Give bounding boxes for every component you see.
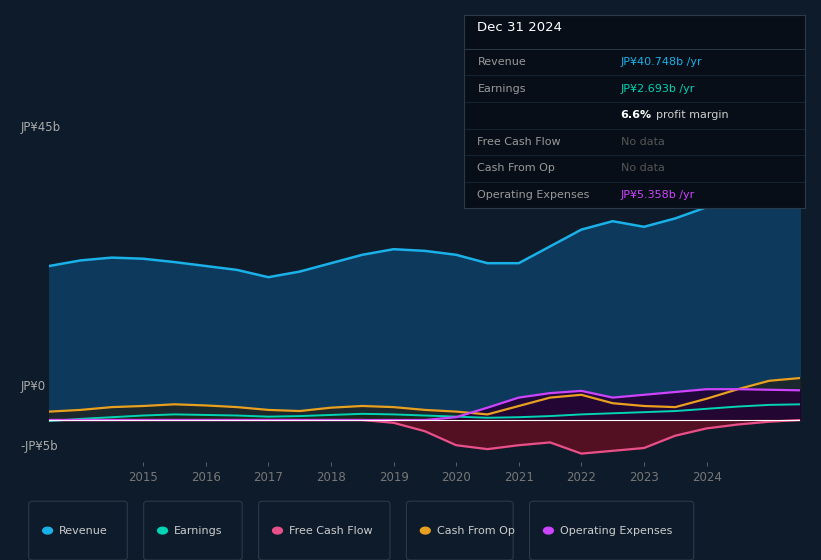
Text: No data: No data (621, 137, 664, 147)
Text: Revenue: Revenue (478, 57, 526, 67)
Text: Cash From Op: Cash From Op (437, 526, 515, 535)
Text: JP¥5.358b /yr: JP¥5.358b /yr (621, 190, 695, 200)
Text: JP¥2.693b /yr: JP¥2.693b /yr (621, 84, 695, 94)
Text: Operating Expenses: Operating Expenses (478, 190, 589, 200)
Text: Cash From Op: Cash From Op (478, 164, 555, 174)
Text: -JP¥5b: -JP¥5b (21, 440, 58, 452)
Text: Free Cash Flow: Free Cash Flow (289, 526, 373, 535)
Text: profit margin: profit margin (656, 110, 729, 120)
Text: Earnings: Earnings (174, 526, 222, 535)
Text: Earnings: Earnings (478, 84, 526, 94)
Text: Revenue: Revenue (59, 526, 108, 535)
Text: JP¥40.748b /yr: JP¥40.748b /yr (621, 57, 702, 67)
Text: Free Cash Flow: Free Cash Flow (478, 137, 561, 147)
Text: 6.6%: 6.6% (621, 110, 652, 120)
Text: JP¥45b: JP¥45b (21, 122, 61, 134)
Text: Dec 31 2024: Dec 31 2024 (478, 21, 562, 34)
Text: Operating Expenses: Operating Expenses (560, 526, 672, 535)
Text: JP¥0: JP¥0 (21, 380, 46, 393)
Text: No data: No data (621, 164, 664, 174)
